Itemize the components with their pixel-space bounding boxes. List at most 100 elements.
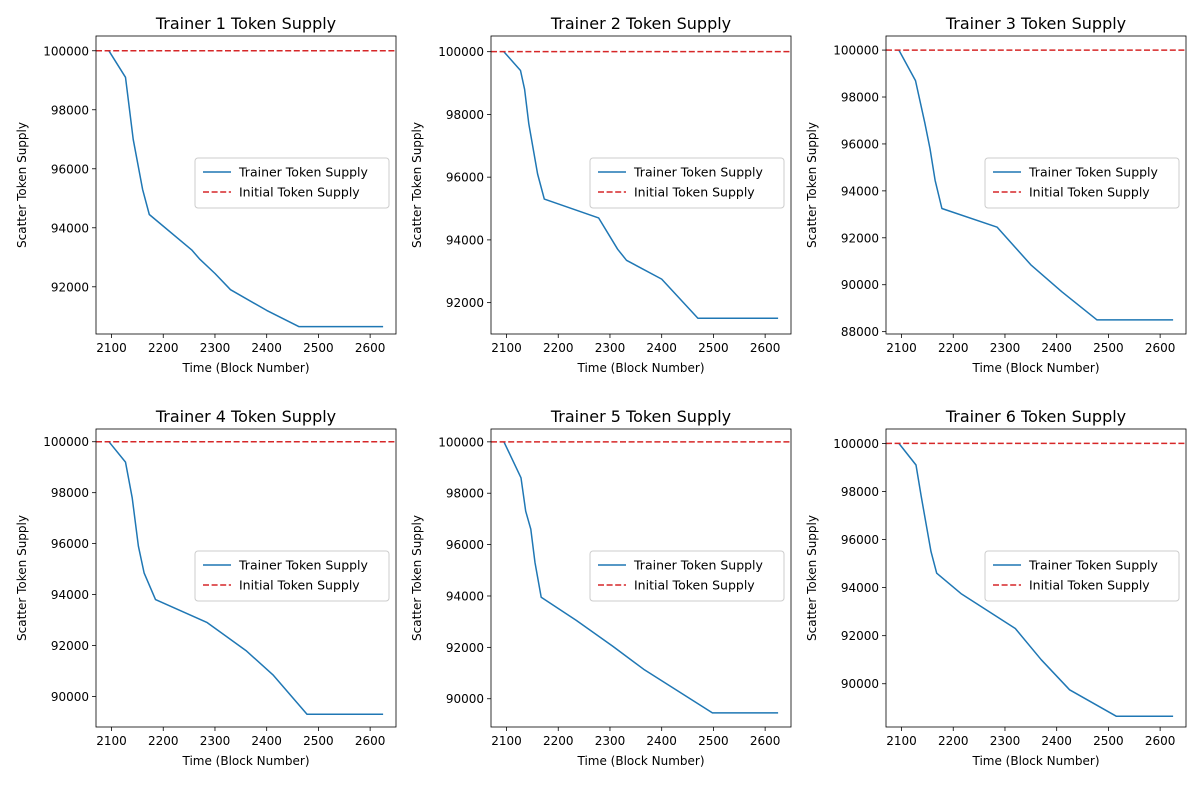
- x-tick-label: 2400: [646, 341, 677, 355]
- y-tick-label: 92000: [51, 639, 89, 653]
- legend-box: [194, 157, 390, 209]
- x-tick-label: 2500: [1093, 341, 1124, 355]
- y-tick-label: 92000: [841, 629, 879, 643]
- legend: Trainer Token Supply Initial Token Supply: [984, 550, 1180, 602]
- x-tick-label: 2200: [938, 341, 969, 355]
- x-tick-label: 2100: [96, 341, 127, 355]
- y-tick-label: 92000: [51, 280, 89, 294]
- y-tick-label: 100000: [833, 437, 879, 451]
- x-tick-label: 2400: [251, 341, 282, 355]
- legend: Trainer Token Supply Initial Token Supply: [589, 550, 785, 602]
- legend-entry-label: Trainer Token Supply: [238, 165, 369, 180]
- x-tick-label: 2300: [990, 341, 1021, 355]
- x-tick-label: 2300: [595, 341, 626, 355]
- legend: Trainer Token Supply Initial Token Supply: [589, 157, 785, 209]
- y-tick-label: 100000: [438, 435, 484, 449]
- subplot-4: Trainer 4 Token Supply 2100 2200 2300 2400 25…: [15, 407, 397, 768]
- x-tick-label: 2400: [646, 734, 677, 748]
- x-tick-label: 2300: [990, 734, 1021, 748]
- y-tick-label: 100000: [43, 44, 89, 58]
- y-tick-label: 98000: [446, 108, 484, 122]
- trainer-supply-line: [898, 49, 1174, 321]
- x-tick-label: 2100: [96, 734, 127, 748]
- subplot-title: Trainer 6 Token Supply: [945, 407, 1126, 426]
- x-axis-label: Time (Block Number): [971, 361, 1099, 375]
- x-tick-label: 2500: [698, 341, 729, 355]
- x-tick-label: 2300: [200, 341, 231, 355]
- axes-frame: [885, 428, 1187, 728]
- x-tick-label: 2100: [491, 734, 522, 748]
- y-tick-label: 88000: [841, 325, 879, 339]
- legend: Trainer Token Supply Initial Token Supply: [984, 157, 1180, 209]
- x-axis-label: Time (Block Number): [181, 361, 309, 375]
- axes-frame: [95, 428, 397, 728]
- legend-box: [589, 550, 785, 602]
- x-tick-label: 2200: [543, 734, 574, 748]
- legend: Trainer Token Supply Initial Token Supply: [194, 157, 390, 209]
- y-tick-label: 98000: [51, 103, 89, 117]
- y-tick-label: 100000: [438, 45, 484, 59]
- y-tick-label: 96000: [446, 538, 484, 552]
- x-axis-label: Time (Block Number): [576, 361, 704, 375]
- legend-entry-label: Initial Token Supply: [634, 185, 755, 200]
- y-tick-label: 94000: [446, 589, 484, 603]
- y-tick-label: 96000: [446, 171, 484, 185]
- y-tick-label: 94000: [51, 588, 89, 602]
- x-tick-label: 2600: [1145, 341, 1176, 355]
- x-tick-label: 2400: [1041, 734, 1072, 748]
- subplot-1: Trainer 1 Token Supply 2100 2200 2300 2400 25…: [15, 14, 397, 375]
- y-tick-label: 90000: [841, 278, 879, 292]
- legend-entry-label: Initial Token Supply: [634, 578, 755, 593]
- y-tick-label: 98000: [446, 487, 484, 501]
- y-axis-label: Scatter Token Supply: [410, 122, 424, 248]
- axes-frame: [885, 35, 1187, 335]
- x-tick-label: 2200: [148, 341, 179, 355]
- legend-entry-label: Initial Token Supply: [239, 578, 360, 593]
- y-axis-label: Scatter Token Supply: [410, 515, 424, 641]
- x-tick-label: 2100: [886, 734, 917, 748]
- x-tick-label: 2500: [1093, 734, 1124, 748]
- subplot-5: Trainer 5 Token Supply 2100 2200 2300 2400 25…: [410, 407, 792, 768]
- subplot-title: Trainer 1 Token Supply: [155, 14, 336, 33]
- axes-frame: [490, 35, 792, 335]
- legend-entry-label: Trainer Token Supply: [1028, 558, 1159, 573]
- x-tick-label: 2100: [491, 341, 522, 355]
- y-tick-label: 92000: [446, 296, 484, 310]
- y-tick-label: 98000: [841, 91, 879, 105]
- y-axis-label: Scatter Token Supply: [15, 515, 29, 641]
- legend-entry-label: Initial Token Supply: [239, 185, 360, 200]
- subplot-title: Trainer 3 Token Supply: [945, 14, 1126, 33]
- subplot-2: Trainer 2 Token Supply 2100 2200 2300 2400 25…: [410, 14, 792, 375]
- x-axis-label: Time (Block Number): [181, 754, 309, 768]
- x-tick-label: 2500: [698, 734, 729, 748]
- trainer-supply-line: [108, 441, 384, 716]
- axes-frame: [490, 428, 792, 728]
- x-tick-label: 2200: [938, 734, 969, 748]
- legend-box: [984, 157, 1180, 209]
- y-tick-label: 94000: [841, 581, 879, 595]
- x-tick-label: 2200: [543, 341, 574, 355]
- y-tick-label: 96000: [841, 137, 879, 151]
- legend-entry-label: Initial Token Supply: [1029, 578, 1150, 593]
- x-tick-label: 2300: [595, 734, 626, 748]
- x-axis-label: Time (Block Number): [576, 754, 704, 768]
- legend-entry-label: Trainer Token Supply: [1028, 165, 1159, 180]
- y-tick-label: 98000: [841, 485, 879, 499]
- y-tick-label: 96000: [841, 533, 879, 547]
- trainer-supply-line: [898, 442, 1174, 717]
- x-tick-label: 2500: [303, 341, 334, 355]
- subplot-3: Trainer 3 Token Supply 2100 2200 2300 2400 25…: [805, 14, 1187, 375]
- subplot-6: Trainer 6 Token Supply 2100 2200 2300 2400 25…: [805, 407, 1187, 768]
- y-tick-label: 96000: [51, 537, 89, 551]
- trainer-supply-line: [503, 51, 779, 320]
- legend-box: [194, 550, 390, 602]
- y-tick-label: 90000: [51, 690, 89, 704]
- y-axis-label: Scatter Token Supply: [805, 122, 819, 248]
- legend-entry-label: Trainer Token Supply: [633, 558, 764, 573]
- y-tick-label: 92000: [446, 641, 484, 655]
- x-tick-label: 2500: [303, 734, 334, 748]
- y-tick-label: 96000: [51, 162, 89, 176]
- y-tick-label: 98000: [51, 486, 89, 500]
- x-tick-label: 2400: [251, 734, 282, 748]
